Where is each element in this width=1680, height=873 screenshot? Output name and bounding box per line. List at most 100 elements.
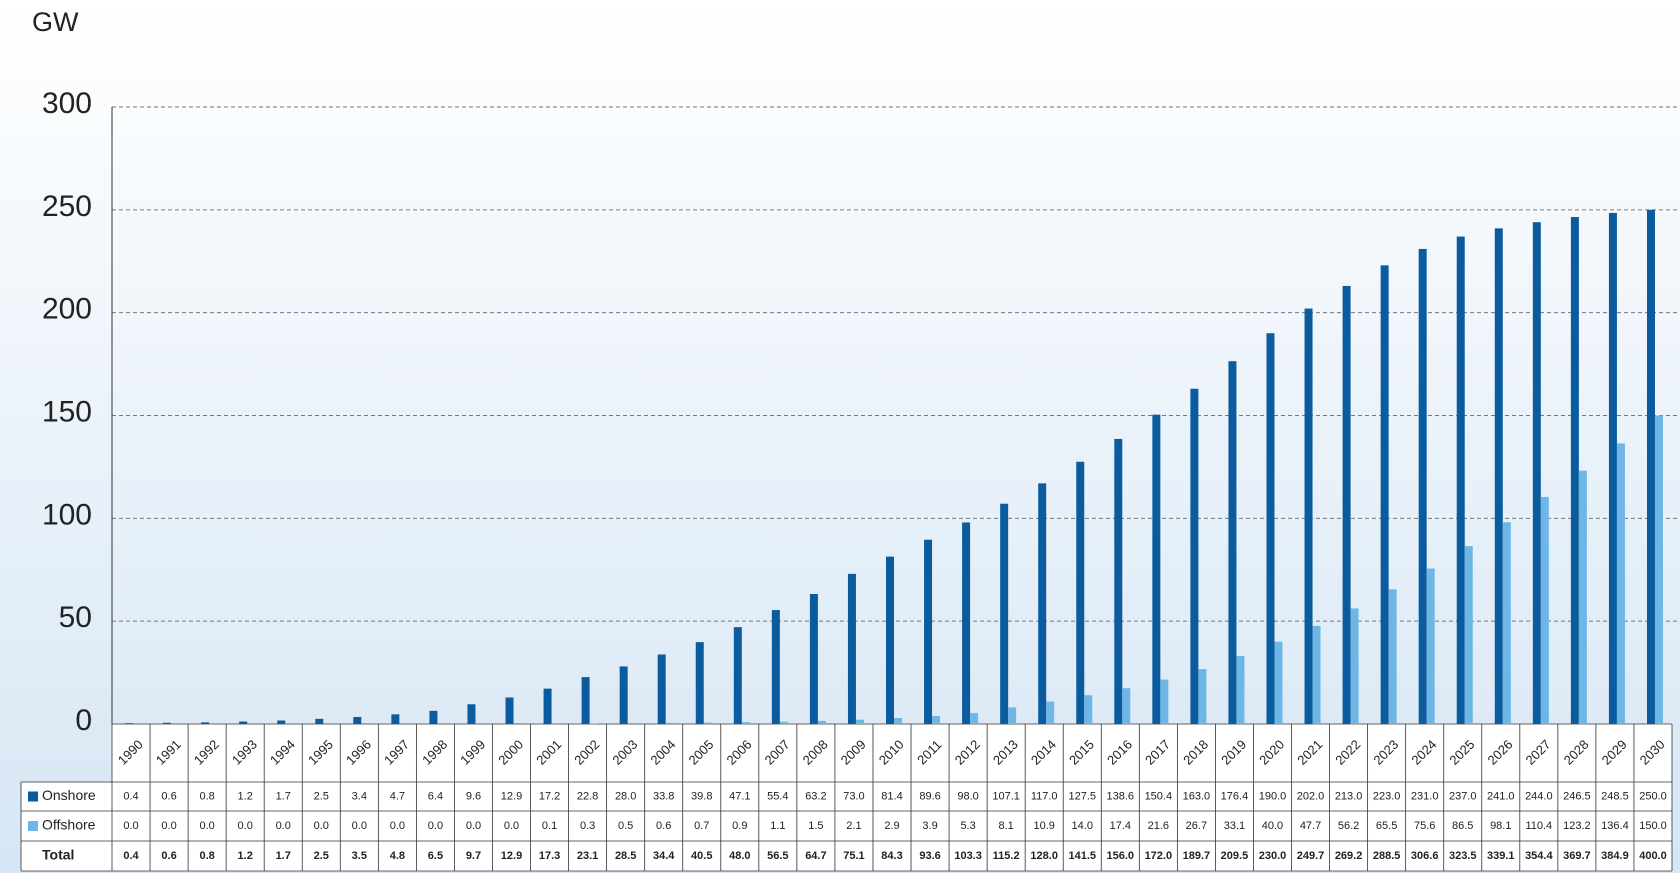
table-total: 2.5	[314, 850, 329, 862]
bar	[894, 718, 902, 724]
bar	[201, 722, 210, 724]
bar	[1494, 228, 1503, 725]
bar	[962, 522, 971, 724]
table-total: 209.5	[1221, 850, 1249, 862]
bar	[855, 719, 864, 724]
table-value: 0.3	[580, 820, 595, 832]
table-value: 110.4	[1525, 820, 1552, 832]
bar	[391, 714, 400, 724]
table-value: 107.1	[992, 790, 1020, 802]
bar	[970, 713, 979, 724]
table-value: 17.4	[1110, 820, 1131, 832]
bar	[1114, 438, 1123, 724]
table-value: 26.7	[1186, 820, 1207, 832]
table-value: 21.6	[1148, 820, 1169, 832]
table-value: 65.5	[1376, 820, 1397, 832]
table-value: 0.0	[238, 820, 253, 832]
table-total: 34.4	[653, 850, 675, 862]
table-value: 213.0	[1335, 790, 1363, 802]
table-total: 12.9	[501, 850, 522, 862]
bar	[1084, 695, 1093, 724]
table-value: 89.6	[919, 790, 940, 802]
bar	[1380, 265, 1389, 724]
table-value: 136.4	[1601, 820, 1629, 832]
table-value: 0.6	[161, 790, 176, 802]
bar	[1646, 209, 1655, 725]
bar	[1236, 655, 1245, 724]
table-value: 12.9	[501, 790, 522, 802]
table-value: 1.7	[276, 790, 291, 802]
table-total: 48.0	[729, 850, 750, 862]
table-value: 3.9	[922, 820, 937, 832]
bar	[779, 721, 788, 724]
table-value: 73.0	[843, 790, 864, 802]
table-total: 339.1	[1487, 850, 1515, 862]
total-label: Total	[42, 847, 74, 863]
table-total: 0.8	[199, 850, 214, 862]
y-tick-label: 250	[42, 190, 92, 223]
table-value: 17.2	[539, 790, 560, 802]
bar	[1000, 503, 1009, 724]
bar	[1198, 669, 1207, 724]
table-value: 250.0	[1639, 790, 1667, 802]
bar	[1540, 496, 1549, 724]
table-value: 248.5	[1601, 790, 1629, 802]
bar	[163, 722, 172, 724]
table-value: 33.8	[653, 790, 674, 802]
table-value: 0.7	[694, 820, 709, 832]
bar	[315, 718, 324, 724]
table-value: 0.0	[352, 820, 367, 832]
table-total: 1.7	[276, 850, 291, 862]
legend-label: Onshore	[42, 787, 96, 803]
table-bg	[112, 724, 1672, 871]
table-value: 4.7	[390, 790, 405, 802]
bar	[703, 722, 712, 724]
bar	[1266, 333, 1275, 724]
table-total: 75.1	[843, 850, 864, 862]
bar	[1342, 285, 1351, 724]
bar	[1654, 415, 1663, 724]
y-tick-label: 0	[75, 704, 92, 737]
y-axis-label: GW	[32, 7, 79, 37]
bar	[741, 722, 750, 724]
bar	[1076, 461, 1085, 724]
table-total: 128.0	[1030, 850, 1058, 862]
bar	[627, 722, 636, 724]
bar	[1228, 361, 1237, 724]
bar	[657, 654, 666, 724]
table-value: 138.6	[1107, 790, 1135, 802]
table-value: 98.1	[1490, 820, 1511, 832]
table-value: 9.6	[466, 790, 481, 802]
bar	[1122, 688, 1131, 724]
table-total: 64.7	[805, 850, 826, 862]
bar	[771, 610, 780, 724]
table-value: 75.6	[1414, 820, 1435, 832]
table-value: 40.0	[1262, 820, 1283, 832]
table-value: 2.5	[314, 790, 329, 802]
table-value: 8.1	[998, 820, 1013, 832]
table-value: 22.8	[577, 790, 598, 802]
table-value: 223.0	[1373, 790, 1401, 802]
table-value: 81.4	[881, 790, 902, 802]
y-tick-label: 150	[42, 395, 92, 428]
table-total: 369.7	[1563, 850, 1591, 862]
table-value: 0.0	[390, 820, 405, 832]
table-value: 86.5	[1452, 820, 1473, 832]
legend-label: Offshore	[42, 817, 96, 833]
bar	[1046, 701, 1055, 724]
table-value: 5.3	[960, 820, 975, 832]
table-value: 0.0	[428, 820, 443, 832]
bar	[1418, 248, 1427, 724]
bar	[619, 666, 628, 724]
bar	[1152, 414, 1161, 724]
table-value: 123.2	[1563, 820, 1591, 832]
bar	[1532, 222, 1541, 724]
bar	[125, 723, 134, 724]
table-total: 103.3	[954, 850, 982, 862]
table-total: 115.2	[993, 850, 1020, 862]
table-value: 202.0	[1297, 790, 1325, 802]
table-total: 40.5	[691, 850, 712, 862]
bar	[847, 573, 856, 724]
table-total: 93.6	[919, 850, 940, 862]
table-value: 10.9	[1033, 820, 1054, 832]
